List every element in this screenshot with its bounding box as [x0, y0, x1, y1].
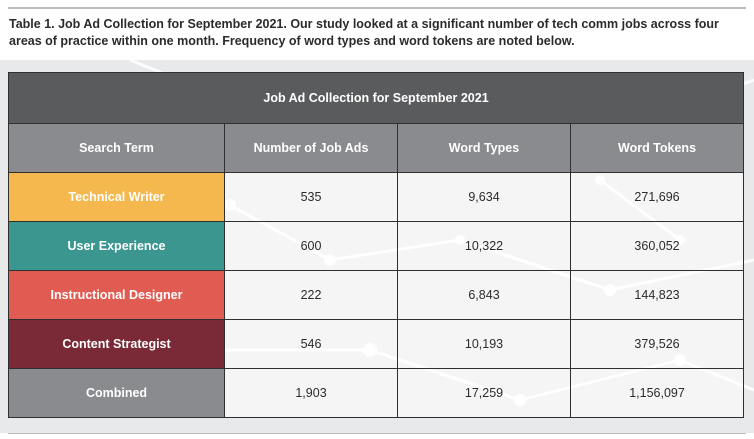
- word-types-cell: 17,259: [397, 368, 571, 418]
- word-tokens-cell: 379,526: [569, 319, 745, 369]
- word-types-cell: 10,193: [397, 319, 571, 369]
- job-ads-cell: 546: [224, 319, 398, 369]
- table-title: Job Ad Collection for September 2021: [7, 72, 745, 124]
- word-tokens-cell: 360,052: [569, 221, 745, 271]
- word-tokens-cell: 1,156,097: [569, 368, 745, 418]
- search-term-cell: Technical Writer: [8, 172, 225, 222]
- table-title-row: Job Ad Collection for September 2021: [7, 72, 745, 124]
- job-ads-cell: 600: [224, 221, 398, 271]
- job-ad-table: Job Ad Collection for September 2021 Sea…: [7, 72, 745, 418]
- table-row-combined: Combined 1,903 17,259 1,156,097: [8, 368, 745, 418]
- table-row: Instructional Designer 222 6,843 144,823: [8, 270, 745, 320]
- word-types-cell: 6,843: [397, 270, 571, 320]
- job-ads-cell: 1,903: [224, 368, 398, 418]
- bottom-rule: [8, 433, 746, 434]
- column-header-word-tokens: Word Tokens: [569, 123, 745, 173]
- table-row: Content Strategist 546 10,193 379,526: [8, 319, 745, 369]
- table-caption: Table 1. Job Ad Collection for September…: [9, 17, 719, 48]
- word-tokens-cell: 144,823: [569, 270, 745, 320]
- table-row: Technical Writer 535 9,634 271,696: [8, 172, 745, 222]
- search-term-cell: User Experience: [8, 221, 225, 271]
- job-ads-cell: 535: [224, 172, 398, 222]
- search-term-cell: Instructional Designer: [8, 270, 225, 320]
- search-term-cell: Combined: [8, 368, 225, 418]
- word-tokens-cell: 271,696: [569, 172, 745, 222]
- column-header-search-term: Search Term: [8, 123, 225, 173]
- table-header-row: Search Term Number of Job Ads Word Types…: [8, 123, 745, 173]
- column-header-word-types: Word Types: [397, 123, 571, 173]
- top-rule: [8, 7, 746, 9]
- word-types-cell: 9,634: [397, 172, 571, 222]
- search-term-cell: Content Strategist: [8, 319, 225, 369]
- word-types-cell: 10,322: [397, 221, 571, 271]
- table-row: User Experience 600 10,322 360,052: [8, 221, 745, 271]
- job-ads-cell: 222: [224, 270, 398, 320]
- column-header-number-of-job-ads: Number of Job Ads: [224, 123, 398, 173]
